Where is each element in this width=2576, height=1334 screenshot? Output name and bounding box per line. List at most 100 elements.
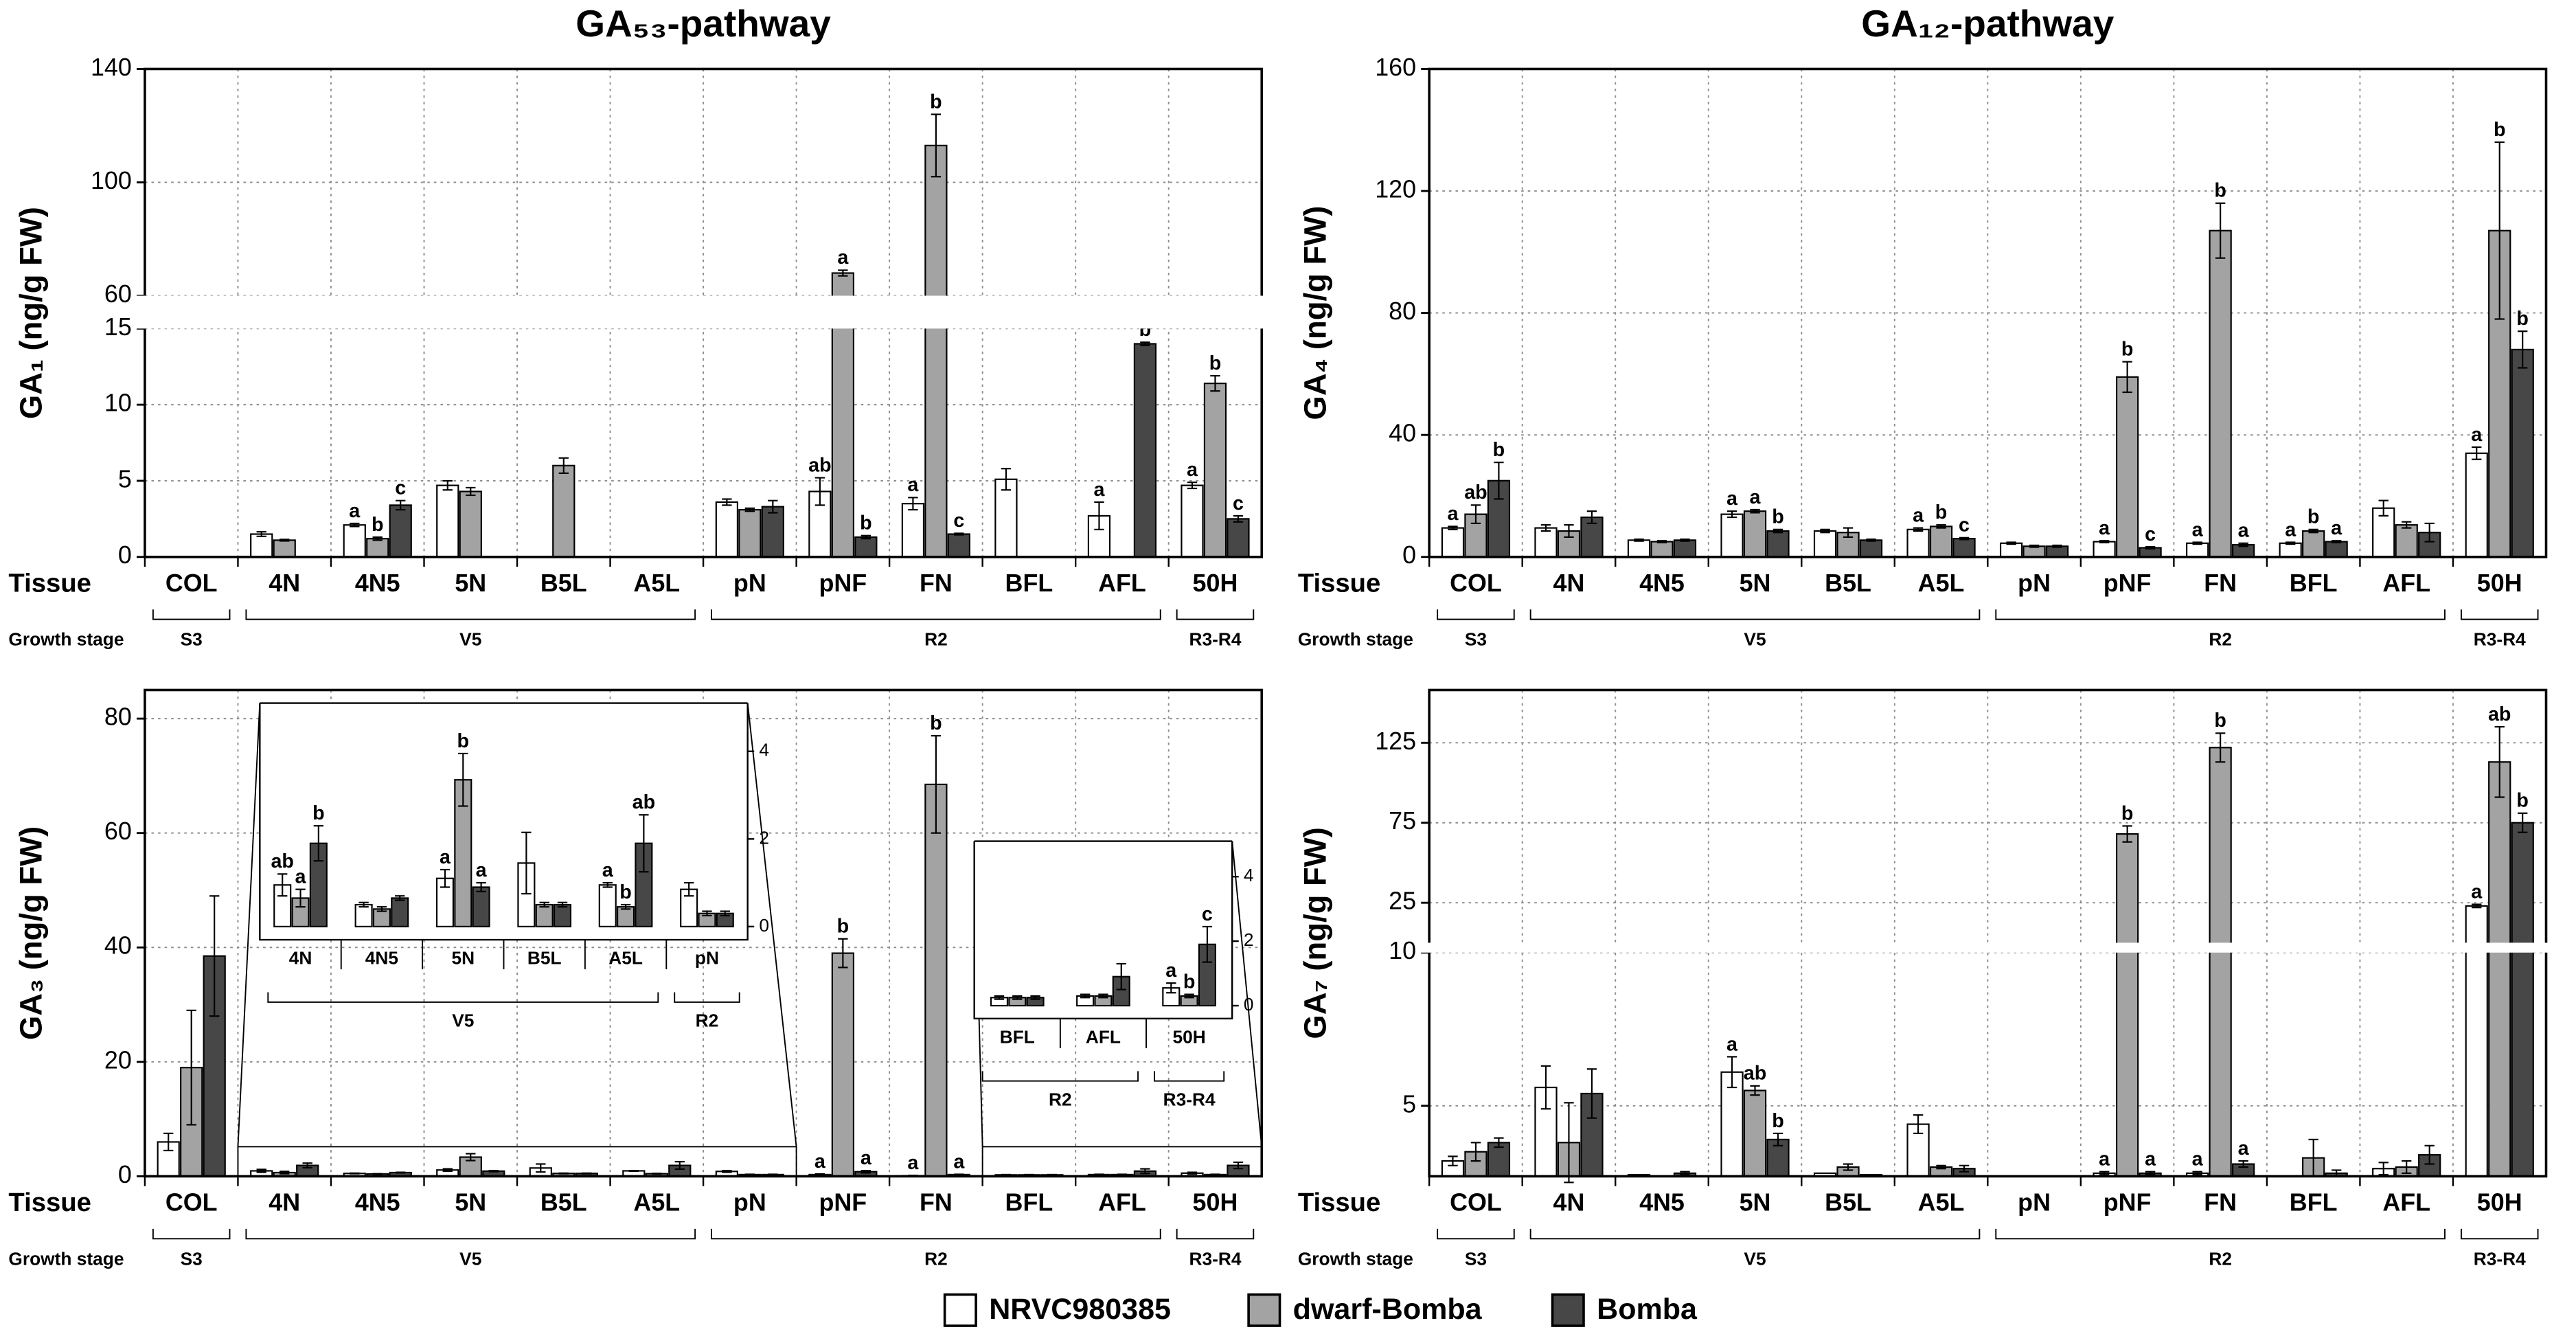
- stage-bracket: [267, 992, 659, 1003]
- error-bar: [163, 1132, 174, 1152]
- x-tick-label: A5L: [1918, 569, 1965, 597]
- bar: [924, 144, 948, 558]
- x-axis-label: Tissue: [1298, 569, 1380, 598]
- stage-bracket: [674, 992, 740, 1003]
- stage-bracket: [245, 1228, 696, 1240]
- bar: [947, 533, 970, 558]
- y-axis-label: GA₄ (ng/g FW): [1298, 206, 1333, 420]
- error-bar: [1080, 993, 1091, 999]
- stage-label: R2: [2209, 1248, 2232, 1269]
- error-bar: [2308, 528, 2318, 534]
- significance-letter: a: [2471, 881, 2483, 903]
- error-bar: [2518, 812, 2528, 833]
- bar: [1181, 484, 1204, 558]
- significance-letter: a: [1447, 503, 1459, 525]
- stage-label: S3: [181, 629, 203, 650]
- bar: [2115, 833, 2139, 1177]
- error-bar: [1586, 1068, 1597, 1119]
- error-bar: [280, 539, 290, 542]
- error-bar: [908, 497, 918, 511]
- bar: [1859, 539, 1883, 558]
- significance-letter: c: [1959, 515, 1970, 536]
- error-bar: [1913, 527, 1924, 532]
- bar: [1133, 343, 1157, 558]
- error-bar: [1001, 468, 1012, 491]
- error-bar: [1564, 1102, 1574, 1184]
- y-tick-label: 75: [1389, 807, 1416, 835]
- legend-label: dwarf-Bomba: [1293, 1293, 1483, 1326]
- error-bar: [931, 113, 942, 178]
- significance-letter: b: [837, 916, 850, 938]
- stage-label: S3: [181, 1248, 203, 1269]
- significance-letter: a: [2099, 1149, 2110, 1171]
- inset-bg: [974, 841, 1233, 1019]
- stage-bracket: [1154, 1071, 1225, 1082]
- significance-letter: a: [2331, 517, 2343, 539]
- bar: [366, 538, 389, 558]
- axis-break-gap: [135, 295, 1272, 329]
- error-bar: [2145, 1171, 2156, 1176]
- x-tick-label: A5L: [633, 569, 680, 597]
- significance-letter: ab: [808, 454, 831, 476]
- error-bar: [1233, 1161, 1244, 1170]
- significance-letter: a: [1750, 486, 1762, 508]
- significance-letter: b: [2494, 119, 2506, 141]
- error-bar: [1012, 995, 1023, 1000]
- significance-letter: b: [312, 802, 325, 824]
- significance-letter: c: [1202, 903, 1213, 925]
- y-axis-label: GA₁ (ng/g FW): [13, 207, 48, 419]
- error-bar: [1726, 1056, 1737, 1089]
- stage-label: R3-R4: [2474, 629, 2526, 650]
- significance-letter: a: [814, 1151, 826, 1173]
- significance-letter: b: [930, 91, 942, 113]
- bar: [459, 490, 482, 558]
- x-tick-label: pNF: [2104, 569, 2152, 597]
- error-bar: [1233, 515, 1244, 523]
- significance-letter: a: [476, 859, 488, 881]
- bar: [2186, 542, 2209, 558]
- error-bar: [458, 752, 468, 807]
- error-bar: [2494, 141, 2505, 320]
- x-tick-label: AFL: [1098, 1189, 1146, 1217]
- error-bar: [683, 882, 694, 897]
- stage-bracket: [1995, 1228, 2446, 1240]
- significance-letter: ab: [2488, 703, 2511, 725]
- y-tick-label: 60: [104, 817, 132, 845]
- y-tick-label: 140: [91, 54, 132, 81]
- x-tick-label: 4N: [1553, 1189, 1585, 1217]
- error-bar: [722, 498, 732, 506]
- bar: [1813, 530, 1837, 558]
- y-tick-label: 0: [118, 541, 132, 569]
- error-bar: [466, 1153, 476, 1162]
- significance-letter: a: [2192, 1149, 2204, 1171]
- x-tick-label: FN: [920, 569, 953, 597]
- error-bar: [1140, 1168, 1150, 1175]
- bar: [553, 903, 572, 927]
- x-tick-label: COL: [166, 1189, 218, 1217]
- stage-bracket: [1529, 609, 1981, 620]
- stage-label: V5: [1744, 629, 1766, 650]
- error-bar: [954, 1173, 964, 1176]
- zoom-region: [981, 1146, 1263, 1177]
- x-tick-label: 4N5: [355, 569, 400, 597]
- bar: [2511, 348, 2534, 558]
- y-tick-label: 25: [1389, 888, 1416, 915]
- error-bar: [295, 888, 306, 908]
- x-tick-label: B5L: [1825, 569, 1871, 597]
- inset-category-label: 4N5: [365, 948, 398, 969]
- bar: [2488, 761, 2511, 1177]
- x-tick-label: BFL: [1005, 569, 1053, 597]
- error-bar: [931, 735, 942, 834]
- significance-letter: c: [395, 477, 406, 499]
- error-bar: [440, 868, 451, 888]
- x-tick-label: BFL: [1005, 1189, 1053, 1217]
- stage-bracket: [152, 609, 231, 620]
- bar: [994, 478, 1018, 558]
- x-tick-label: 4N5: [355, 1189, 400, 1217]
- stage-label: R2: [2209, 629, 2232, 650]
- error-bar: [1448, 1155, 1458, 1166]
- error-bar: [442, 479, 453, 491]
- significance-letter: b: [2214, 180, 2226, 202]
- bar: [2511, 822, 2534, 1177]
- error-bar: [1866, 538, 1876, 542]
